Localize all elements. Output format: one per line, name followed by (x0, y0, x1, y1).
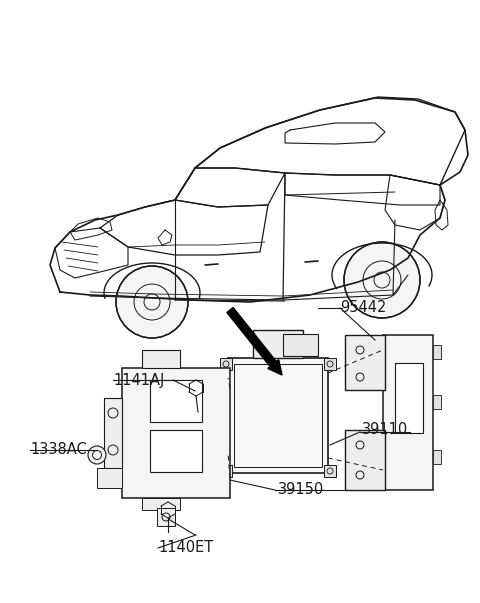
Bar (220, 358, 232, 370)
Bar (395, 363, 423, 433)
Bar (122, 368, 230, 498)
Bar (228, 358, 328, 473)
Text: 39150: 39150 (278, 482, 324, 497)
Circle shape (88, 446, 106, 464)
Text: 1141AJ: 1141AJ (113, 373, 164, 388)
Text: 1140ET: 1140ET (158, 540, 213, 555)
Bar (253, 330, 303, 358)
Bar (433, 450, 441, 464)
Bar (433, 395, 441, 409)
Bar (157, 508, 175, 526)
Bar (142, 498, 180, 510)
Bar (345, 430, 385, 490)
Bar (345, 335, 385, 390)
FancyArrow shape (227, 308, 282, 375)
Bar (142, 350, 180, 368)
Bar (383, 335, 433, 490)
Text: 39110: 39110 (362, 423, 408, 438)
Bar (433, 345, 441, 359)
Text: 95442: 95442 (340, 300, 386, 315)
Bar (283, 334, 318, 356)
Bar (150, 430, 202, 472)
Bar (324, 465, 336, 477)
Bar (97, 468, 122, 488)
Bar (150, 380, 202, 422)
Circle shape (116, 266, 188, 338)
Bar (324, 358, 336, 370)
Bar (220, 465, 232, 477)
Bar (234, 364, 322, 467)
Text: 1338AC: 1338AC (30, 443, 87, 458)
Circle shape (344, 242, 420, 318)
Bar (104, 398, 122, 468)
